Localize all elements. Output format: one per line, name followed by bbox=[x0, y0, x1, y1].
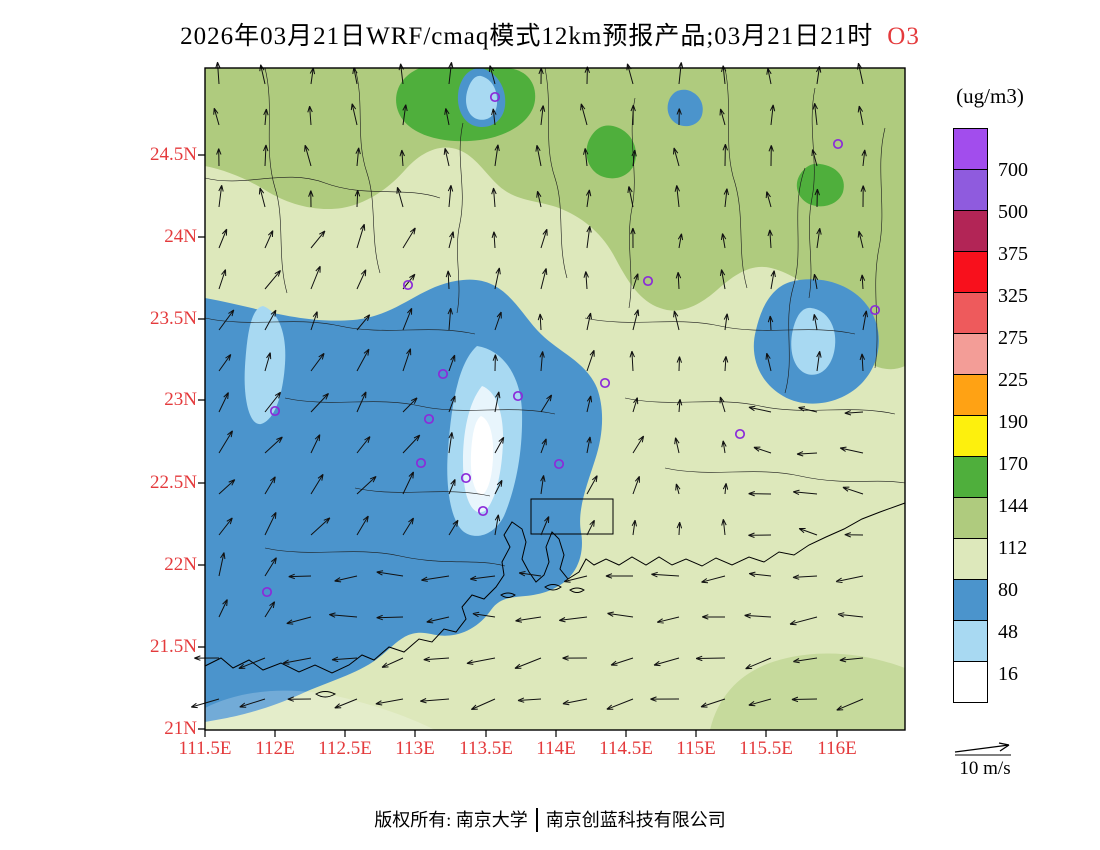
colorbar-block bbox=[953, 579, 988, 621]
colorbar-level-label: 48 bbox=[998, 621, 1018, 643]
city-marker bbox=[642, 275, 654, 287]
contour-sea-light-strip bbox=[205, 690, 435, 730]
city-markers bbox=[261, 91, 881, 598]
lat-tick-label: 24N bbox=[164, 226, 197, 247]
delta-region-box bbox=[530, 498, 614, 535]
colorbar-level-label: 170 bbox=[998, 453, 1028, 475]
city-marker bbox=[460, 472, 472, 484]
copyright-left: 版权所有: 南京大学 bbox=[374, 810, 528, 830]
lat-tick-label: 21.5N bbox=[150, 636, 197, 657]
lon-tick-label: 112E bbox=[255, 738, 295, 759]
city-marker bbox=[423, 413, 435, 425]
colorbar-level-label: 190 bbox=[998, 411, 1028, 433]
colorbar-level-label: 16 bbox=[998, 663, 1018, 685]
contour-minimum-core bbox=[470, 416, 494, 496]
lon-tick-label: 115E bbox=[676, 738, 716, 759]
lat-tick-label: 21N bbox=[164, 718, 197, 739]
wind-scale-label: 10 m/s bbox=[959, 758, 1011, 779]
forecast-map bbox=[190, 61, 906, 737]
contour-olive-north-band bbox=[205, 68, 905, 370]
city-marker bbox=[402, 279, 414, 291]
colorbar-block bbox=[953, 210, 988, 252]
admin-boundaries bbox=[204, 67, 906, 567]
coastline bbox=[204, 502, 906, 674]
colorbar-block bbox=[953, 661, 988, 703]
copyright-right: 南京创蓝科技有限公司 bbox=[545, 810, 726, 830]
copyright-divider bbox=[535, 808, 538, 832]
colorbar-block bbox=[953, 456, 988, 498]
city-marker bbox=[437, 368, 449, 380]
city-marker bbox=[512, 390, 524, 402]
wind-vector-field bbox=[190, 61, 868, 711]
copyright: 版权所有: 南京大学 南京创蓝科技有限公司 bbox=[0, 806, 1100, 832]
colorbar-block bbox=[953, 333, 988, 375]
contour-blue-spot bbox=[667, 89, 703, 127]
page-title: 2026年03月21日WRF/cmaq模式12km预报产品;03月21日21时 O… bbox=[0, 16, 1100, 52]
lat-tick-label: 24.5N bbox=[150, 144, 197, 165]
colorbar bbox=[953, 128, 988, 703]
contour-lightblue-core bbox=[791, 307, 836, 375]
lon-tick-label: 111.5E bbox=[178, 738, 232, 759]
islands bbox=[315, 584, 585, 698]
colorbar-block bbox=[953, 251, 988, 293]
lon-tick-label: 113E bbox=[395, 738, 435, 759]
colorbar-level-label: 375 bbox=[998, 243, 1028, 265]
city-marker bbox=[869, 304, 881, 316]
colorbar-block bbox=[953, 128, 988, 170]
city-marker bbox=[832, 138, 844, 150]
lon-tick-label: 112.5E bbox=[318, 738, 372, 759]
colorbar-block bbox=[953, 292, 988, 334]
colorbar-level-label: 700 bbox=[998, 159, 1028, 181]
colorbar-block bbox=[953, 374, 988, 416]
city-marker bbox=[477, 505, 489, 517]
lon-tick-label: 116E bbox=[817, 738, 857, 759]
city-marker bbox=[734, 428, 746, 440]
contour-lightblue-core bbox=[466, 75, 498, 120]
contour-green-patch bbox=[586, 125, 636, 179]
city-marker bbox=[269, 405, 281, 417]
city-marker bbox=[415, 457, 427, 469]
colorbar-units-label: (ug/m3) bbox=[956, 84, 1024, 108]
colorbar-level-label: 325 bbox=[998, 285, 1028, 307]
lon-tick-label: 114.5E bbox=[599, 738, 653, 759]
colorbar-block bbox=[953, 415, 988, 457]
colorbar-block bbox=[953, 169, 988, 211]
city-marker bbox=[553, 458, 565, 470]
contour-olive-sea-patch bbox=[710, 653, 905, 730]
title-text: 2026年03月21日WRF/cmaq模式12km预报产品;03月21日21时 bbox=[180, 23, 874, 50]
colorbar-level-label: 112 bbox=[998, 537, 1028, 559]
contour-green-patch bbox=[796, 163, 844, 207]
lat-tick-label: 22.5N bbox=[150, 472, 197, 493]
colorbar-block bbox=[953, 538, 988, 580]
colorbar-block bbox=[953, 620, 988, 662]
city-marker bbox=[261, 586, 273, 598]
lon-tick-label: 115.5E bbox=[739, 738, 793, 759]
colorbar-level-label: 225 bbox=[998, 369, 1028, 391]
colorbar-level-label: 500 bbox=[998, 201, 1028, 223]
city-marker bbox=[599, 377, 611, 389]
colorbar-scale-labels: 700 500 375 325 275 225 190 170 144 112 80 48 16 bbox=[998, 128, 1068, 718]
axis-ticks bbox=[198, 154, 838, 737]
pollutant-label: O3 bbox=[887, 23, 920, 50]
contour-lightblue-core bbox=[244, 306, 286, 425]
map-border bbox=[204, 67, 906, 731]
colorbar-level-label: 80 bbox=[998, 579, 1018, 601]
wind-scale: 10 m/s bbox=[950, 740, 1020, 780]
colorbar-level-label: 144 bbox=[998, 495, 1028, 517]
lat-tick-label: 22N bbox=[164, 554, 197, 575]
lon-tick-label: 113.5E bbox=[459, 738, 513, 759]
city-marker bbox=[489, 91, 501, 103]
lon-tick-label: 114E bbox=[536, 738, 576, 759]
lat-tick-label: 23N bbox=[164, 389, 197, 410]
colorbar-block bbox=[953, 497, 988, 539]
lat-tick-label: 23.5N bbox=[150, 308, 197, 329]
colorbar-level-label: 275 bbox=[998, 327, 1028, 349]
wind-scale-arrow-icon bbox=[954, 742, 1011, 756]
